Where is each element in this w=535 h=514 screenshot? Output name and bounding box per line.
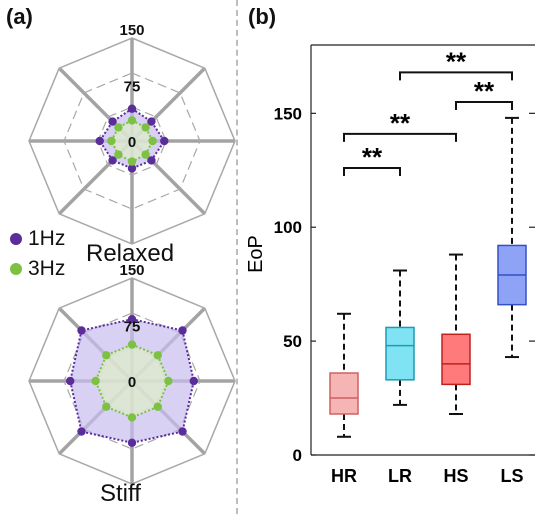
x-tick-label: HR	[331, 466, 357, 486]
radar-point-1hz	[108, 156, 117, 165]
legend-marker-3hz	[10, 263, 22, 275]
radar-ring-label: 150	[119, 262, 144, 279]
radar-point-1hz	[147, 117, 156, 126]
radar-ring-label: 0	[128, 374, 136, 391]
box-ls: LS	[497, 116, 527, 486]
radar-point-1hz	[127, 164, 137, 173]
radar-point-1hz	[147, 156, 156, 165]
radar-point-3hz	[102, 402, 111, 411]
box-body	[385, 326, 415, 381]
legend-label-1hz: 1Hz	[28, 227, 66, 250]
radar-point-3hz	[127, 413, 137, 422]
box-body	[441, 333, 471, 386]
radar-point-3hz	[127, 116, 137, 125]
radar-point-3hz	[107, 136, 116, 146]
radar-point-3hz	[91, 376, 100, 386]
y-tick-label: 50	[283, 332, 302, 351]
panel-label-b: (b)	[248, 4, 277, 29]
radar-point-1hz	[77, 427, 86, 436]
bracket-line	[455, 100, 513, 110]
bracket-line	[343, 167, 401, 176]
significance-bracket: **	[343, 108, 457, 142]
radar-point-3hz	[114, 150, 123, 159]
legend-item-1hz: 1Hz	[10, 224, 65, 254]
radar-relaxed: 0 75 150	[28, 22, 236, 245]
radar-point-1hz	[178, 427, 187, 436]
radar-title-stiff: Stiff	[100, 480, 141, 507]
box-hs: HS	[441, 253, 471, 486]
significance-label: **	[362, 142, 383, 172]
radar-ring-label: 75	[124, 79, 141, 96]
radar-point-1hz	[127, 104, 137, 113]
radar-outer-ring	[28, 37, 236, 245]
y-tick-label: 0	[293, 446, 302, 465]
y-tick-label: 100	[274, 218, 302, 237]
box-lr: LR	[385, 269, 415, 486]
radar-point-3hz	[141, 123, 150, 132]
y-axis-label: EoP	[245, 235, 267, 273]
x-tick-label: LS	[500, 466, 523, 486]
radar-point-3hz	[102, 351, 111, 360]
radar-title-relaxed: Relaxed	[86, 240, 175, 267]
significance-bracket: **	[399, 46, 513, 81]
legend-item-3hz: 3Hz	[10, 254, 65, 284]
x-tick-label: LR	[388, 466, 412, 486]
significance-bracket: **	[343, 142, 401, 176]
box-hr: HR	[329, 312, 359, 486]
bracket-line	[343, 132, 457, 142]
legend-label-3hz: 3Hz	[28, 257, 66, 280]
legend: 1Hz 3Hz	[10, 224, 65, 284]
radar-stiff: 0 75 150	[28, 262, 236, 485]
radar-point-3hz	[153, 351, 162, 360]
radar-point-1hz	[127, 438, 137, 447]
box-body	[329, 372, 359, 415]
radar-point-1hz	[77, 326, 86, 335]
x-tick-label: HS	[443, 466, 468, 486]
radar-inner-ring	[97, 106, 167, 176]
radar-ring-label: 0	[128, 134, 136, 151]
radar-point-3hz	[148, 136, 157, 146]
y-tick-label: 150	[274, 104, 302, 123]
significance-label: **	[474, 76, 495, 106]
radar-point-3hz	[127, 340, 137, 349]
radar-point-3hz	[114, 123, 123, 132]
radar-point-1hz	[178, 326, 187, 335]
radar-area-3hz	[94, 343, 170, 419]
significance-label: **	[390, 108, 411, 138]
radar-point-1hz	[95, 136, 104, 146]
radar-point-3hz	[153, 402, 162, 411]
radar-point-1hz	[66, 376, 75, 386]
radar-point-3hz	[164, 376, 173, 386]
panel-label-a: (a)	[6, 4, 33, 29]
significance-bracket: **	[455, 76, 513, 110]
radar-ring-label: 150	[119, 22, 144, 39]
radar-point-1hz	[189, 376, 198, 386]
significance-label: **	[446, 46, 467, 76]
radar-point-1hz	[108, 117, 117, 126]
radar-point-3hz	[141, 150, 150, 159]
radar-point-1hz	[160, 136, 169, 146]
panel-divider	[236, 0, 238, 514]
radar-point-3hz	[127, 157, 137, 166]
radar-outer-ring	[28, 277, 236, 485]
radar-point-1hz	[127, 315, 137, 324]
bracket-line	[399, 71, 513, 81]
legend-marker-1hz	[10, 233, 22, 245]
radar-ring-label: 75	[124, 319, 141, 336]
